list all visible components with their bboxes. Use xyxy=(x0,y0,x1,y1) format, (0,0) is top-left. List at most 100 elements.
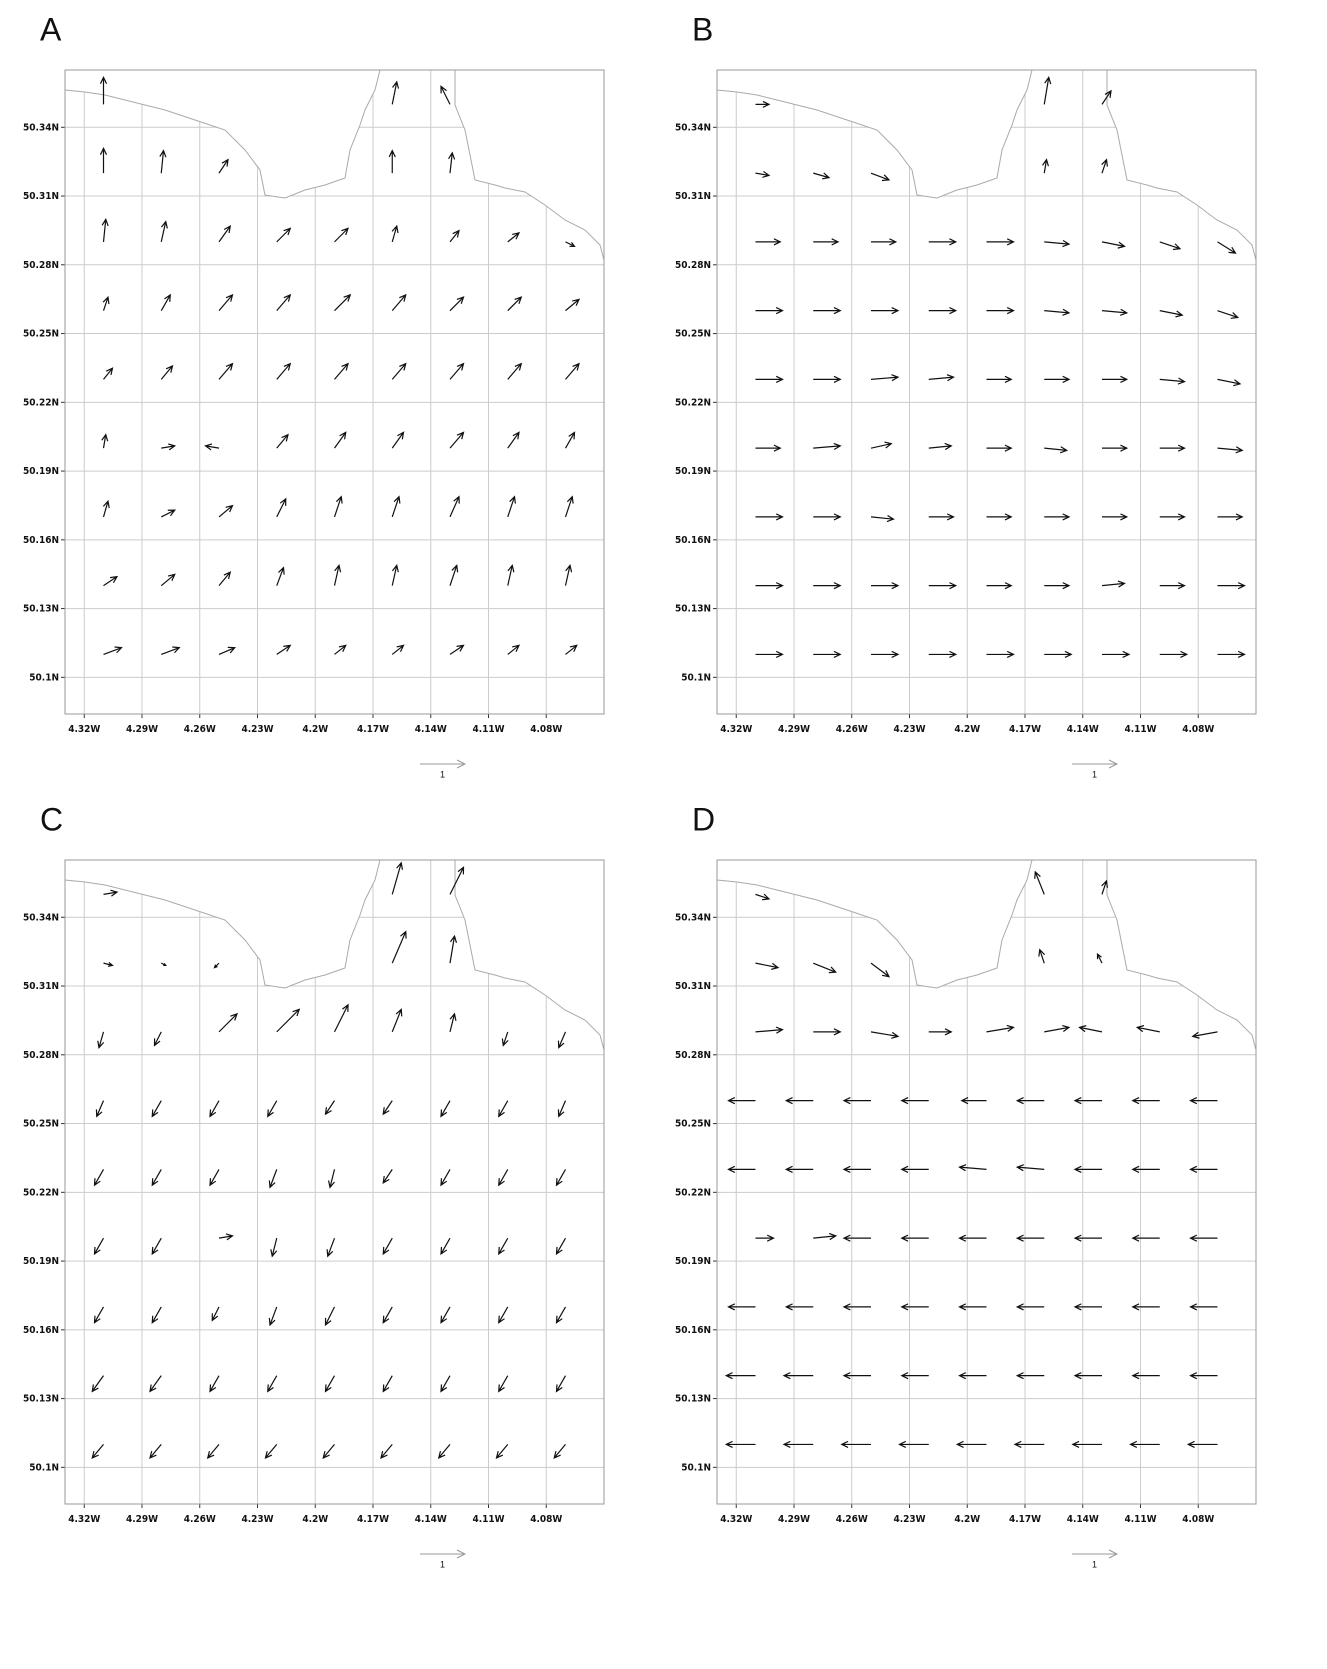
vector-arrow xyxy=(334,293,352,312)
vector-arrow xyxy=(813,1232,838,1241)
vector-arrow xyxy=(93,1306,105,1324)
vector-arrow xyxy=(160,293,171,311)
vector-arrow xyxy=(1073,1372,1102,1380)
vector-arrow xyxy=(1159,650,1189,658)
vector-arrow xyxy=(557,1100,567,1118)
vector-arrow xyxy=(327,1169,336,1189)
vector-arrow xyxy=(380,1444,393,1459)
vector-arrow xyxy=(507,495,516,518)
vector-arrow xyxy=(449,934,458,964)
vector-arrow xyxy=(1101,241,1126,249)
vector-arrow xyxy=(213,962,220,969)
vector-arrow xyxy=(326,1237,336,1258)
vector-arrow xyxy=(507,644,521,655)
vector-arrow xyxy=(842,1372,871,1380)
vector-arrow xyxy=(1131,1097,1160,1105)
vector-arrow xyxy=(1131,1372,1160,1380)
vector-arrow xyxy=(813,307,842,315)
vector-arrow xyxy=(813,172,831,180)
vector-arrow xyxy=(149,1444,162,1459)
vector-arrow xyxy=(391,495,401,518)
vector-arrow xyxy=(391,431,405,449)
x-tick-label: 4.23W xyxy=(241,1514,273,1525)
vector-arrow xyxy=(160,509,176,518)
vector-arrow xyxy=(206,1444,220,1459)
y-tick-label: 50.13N xyxy=(675,1394,711,1405)
vector-arrow xyxy=(218,504,234,518)
x-tick-label: 4.26W xyxy=(184,724,216,735)
vector-arrow xyxy=(986,307,1015,315)
x-tick-label: 4.2W xyxy=(302,724,328,735)
y-tick-label: 50.34N xyxy=(675,912,711,923)
vector-arrow xyxy=(99,75,108,105)
vector-arrow xyxy=(1044,650,1073,658)
vector-arrow xyxy=(334,227,349,243)
x-tick-label: 4.2W xyxy=(954,1514,980,1525)
y-tick-label: 50.31N xyxy=(23,981,59,992)
vector-arrow xyxy=(555,1375,567,1393)
vector-arrow xyxy=(151,1237,162,1256)
x-tick-label: 4.17W xyxy=(357,724,389,735)
vector-arrow xyxy=(928,374,955,382)
y-tick-label: 50.34N xyxy=(23,912,59,923)
vector-arrow xyxy=(813,582,842,590)
y-tick-label: 50.1N xyxy=(681,1462,711,1473)
vector-arrow xyxy=(160,962,167,966)
vector-arrow xyxy=(1131,1165,1160,1173)
vector-arrow xyxy=(870,514,895,523)
vector-arrow xyxy=(958,1303,987,1311)
land xyxy=(716,859,1033,989)
vector-arrow xyxy=(276,433,289,449)
vector-arrow xyxy=(151,1100,162,1118)
vector-arrow xyxy=(1217,378,1242,387)
vector-arrow xyxy=(1044,582,1071,590)
vector-arrow xyxy=(324,1375,336,1393)
vector-arrow xyxy=(1217,513,1244,521)
vector-arrow xyxy=(755,307,784,315)
vector-arrow xyxy=(95,1100,105,1118)
vector-arrow xyxy=(1101,89,1112,105)
panel-label: C xyxy=(40,801,63,837)
x-tick-label: 4.14W xyxy=(415,724,447,735)
vector-arrow xyxy=(555,1306,567,1324)
vector-arrow xyxy=(440,1100,451,1118)
x-tick-label: 4.14W xyxy=(1067,1514,1099,1525)
vector-arrow xyxy=(782,1440,814,1449)
vector-arrow xyxy=(755,650,784,658)
vector-arrow xyxy=(1189,1234,1218,1242)
vector-arrow xyxy=(1101,308,1129,316)
y-tick-label: 50.13N xyxy=(23,604,59,615)
vector-arrow xyxy=(498,1169,509,1187)
x-tick-label: 4.2W xyxy=(954,724,980,735)
y-tick-label: 50.16N xyxy=(23,1325,59,1336)
vector-arrow xyxy=(958,1372,987,1380)
vector-arrow xyxy=(564,564,573,586)
vector-arrow xyxy=(1189,1165,1218,1173)
vector-arrow xyxy=(276,1008,301,1033)
x-tick-label: 4.23W xyxy=(241,724,273,735)
y-tick-label: 50.34N xyxy=(675,122,711,133)
vector-arrow xyxy=(986,513,1013,521)
vector-arrow xyxy=(555,1237,567,1256)
vector-arrow xyxy=(1102,650,1131,658)
vector-arrow xyxy=(160,220,168,243)
y-tick-label: 50.19N xyxy=(23,1256,59,1267)
vector-arrow xyxy=(160,364,174,380)
vector-arrow xyxy=(276,644,292,655)
x-tick-label: 4.26W xyxy=(836,1514,868,1525)
vector-arrow xyxy=(391,224,399,243)
vector-arrow xyxy=(1034,870,1045,895)
vector-arrow xyxy=(1217,582,1246,590)
vector-arrow xyxy=(218,362,234,380)
x-tick-label: 4.08W xyxy=(530,724,562,735)
vector-arrow xyxy=(382,1100,393,1116)
vector-arrow xyxy=(322,1444,335,1459)
vector-arrow xyxy=(1131,1234,1160,1242)
vector-arrow xyxy=(1073,1097,1102,1105)
vector-arrow xyxy=(102,295,110,311)
vector-arrow xyxy=(1044,375,1071,383)
vector-arrow xyxy=(498,1237,509,1256)
vector-arrow xyxy=(1129,1440,1160,1449)
vector-arrow xyxy=(1186,1440,1218,1449)
